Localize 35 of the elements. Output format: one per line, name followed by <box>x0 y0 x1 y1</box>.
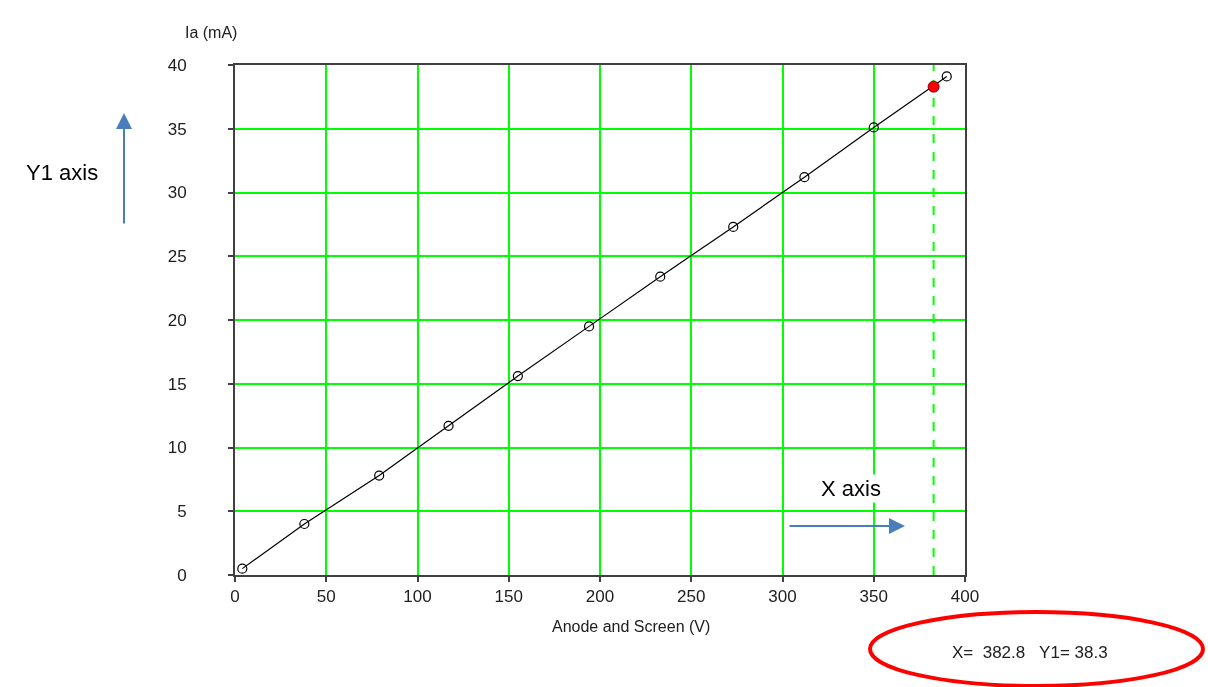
x-tick-label: 250 <box>677 587 706 607</box>
text: X= 382.8 Y1= 38.3 <box>952 643 1108 662</box>
point <box>299 518 310 530</box>
x-tick-label: 300 <box>768 587 797 607</box>
annotation: X axis <box>821 476 881 501</box>
y-tick-label: 15 <box>167 374 187 394</box>
point <box>799 172 810 183</box>
x-axis-title: Anode and Screen (V) <box>552 618 711 635</box>
text: Y1 axis <box>26 160 99 185</box>
point <box>583 321 595 332</box>
point <box>443 420 454 431</box>
x-tick-label: 400 <box>950 587 980 607</box>
y-tick-label: 25 <box>167 247 187 267</box>
y-tick-label: 35 <box>167 119 187 139</box>
point <box>927 80 940 93</box>
point <box>237 563 248 574</box>
x-tick-label: 100 <box>403 587 432 607</box>
x-tick-label: 0 <box>230 587 240 607</box>
point <box>941 71 952 82</box>
point <box>655 271 666 282</box>
y-axis-title: Ia (mA) <box>185 24 238 41</box>
y-tick-label: 20 <box>167 310 187 330</box>
x-tick-label: 200 <box>585 587 615 607</box>
x-tick-label: 50 <box>316 587 336 607</box>
point <box>374 470 385 481</box>
x-tick-label: 150 <box>494 587 523 607</box>
y-tick-label: 30 <box>167 183 187 203</box>
point <box>728 221 739 233</box>
x-tick-label: 350 <box>859 587 888 607</box>
y-tick-label: 0 <box>177 565 187 585</box>
y-tick-label: 40 <box>167 55 187 75</box>
point <box>512 371 523 382</box>
point <box>868 122 879 133</box>
y-tick-label: 5 <box>177 502 187 522</box>
y-tick-label: 10 <box>167 438 187 458</box>
